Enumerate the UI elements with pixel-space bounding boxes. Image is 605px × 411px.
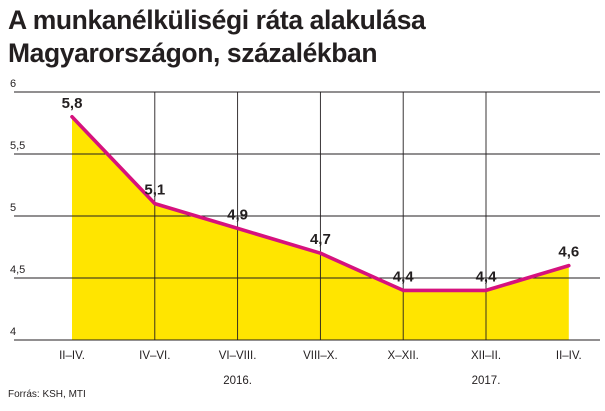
area-fill bbox=[72, 116, 569, 340]
data-label: 4,9 bbox=[227, 206, 248, 223]
x-tick-label: II–IV. bbox=[556, 350, 582, 362]
x-tick-label: II–IV. bbox=[59, 350, 85, 362]
y-tick-label: 4,5 bbox=[10, 264, 25, 276]
area-layer bbox=[72, 116, 569, 340]
x-tick-label: X–XII. bbox=[388, 350, 419, 362]
year-label: 2016. bbox=[223, 375, 252, 387]
data-label: 4,4 bbox=[393, 268, 415, 285]
data-line bbox=[70, 115, 571, 293]
label-layer: 4 4,5 5 5,5 6 II–IV. IV–VI. VI–VIII. VIII–X. X–XI… bbox=[10, 78, 582, 387]
data-label: 4,7 bbox=[310, 231, 331, 248]
y-tick-label: 4 bbox=[10, 326, 16, 338]
year-label: 2017. bbox=[472, 375, 501, 387]
data-label: 5,8 bbox=[62, 95, 83, 112]
x-tick-label: VI–VIII. bbox=[219, 350, 257, 362]
data-label: 4,4 bbox=[476, 268, 498, 285]
title-line-1: A munkanélküliségi ráta alakulása bbox=[8, 5, 426, 35]
y-tick-label: 5,5 bbox=[10, 140, 25, 152]
x-tick-label: VIII–X. bbox=[303, 350, 338, 362]
line-layer bbox=[70, 115, 571, 293]
source-note: Forrás: KSH, MTI bbox=[8, 389, 86, 400]
grid-layer bbox=[14, 91, 600, 341]
x-tick-label: IV–VI. bbox=[139, 350, 170, 362]
x-tick-label: XII–II. bbox=[471, 350, 501, 362]
data-label: 4,6 bbox=[558, 244, 579, 261]
y-tick-label: 6 bbox=[10, 78, 16, 90]
y-tick-label: 5 bbox=[10, 202, 16, 214]
title-line-2: Magyarországon, százalékban bbox=[8, 38, 378, 68]
chart-title: A munkanélküliségi ráta alakulása Magyar… bbox=[8, 4, 426, 70]
data-label: 5,1 bbox=[144, 182, 165, 199]
